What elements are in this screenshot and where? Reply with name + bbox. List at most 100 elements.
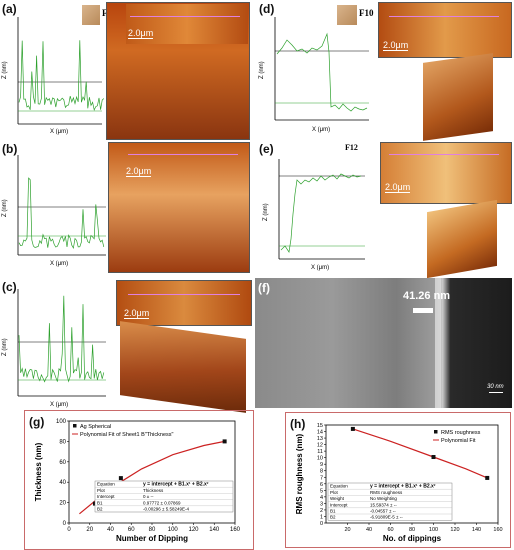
x-tick-label: 40 — [366, 527, 372, 533]
sem-scale-label: 30 nm — [487, 384, 504, 390]
cursor-line-d — [389, 16, 499, 17]
legend-entry: Ag Spherical — [80, 424, 111, 430]
fit-table-key: Plot — [330, 490, 339, 495]
scale-bar-b: 2.0μm — [126, 166, 152, 177]
data-point — [431, 455, 436, 460]
y-tick-label: 60 — [59, 460, 66, 466]
step-profile-e — [280, 173, 362, 253]
y-axis-label: Thickness (nm) — [34, 442, 43, 501]
fit-table-value: -0.04557 ± -- — [370, 509, 396, 514]
fit-table-key: B1 — [330, 509, 336, 514]
fit-table-value: No Weighting — [370, 496, 397, 501]
afm-3d-image-c — [120, 321, 246, 413]
x-tick-label: 140 — [472, 527, 481, 533]
step-profile-d — [276, 32, 368, 112]
cursor-line-c — [128, 294, 240, 295]
cursor-line-a — [130, 16, 240, 17]
y-tick-label: 0 — [320, 521, 323, 527]
fit-table-value: -0.00296 ± 5.58249E-4 — [143, 507, 190, 512]
y-tick-label: 15 — [317, 423, 323, 429]
sample-name-e: F12 — [345, 143, 358, 152]
panel-e: (e) F12 Z (nm) X (μm) 2.0μm — [257, 140, 514, 279]
xlabel-a: X (μm) — [50, 129, 68, 135]
scale-bar-c: 2.0μm — [124, 308, 150, 319]
xlabel-d: X (μm) — [312, 127, 330, 133]
legend-marker — [434, 430, 438, 434]
x-tick-label: 100 — [429, 527, 438, 533]
y-tick-label: 100 — [56, 419, 67, 425]
fit-table-value: RMS roughness — [370, 490, 403, 495]
afm-2d-image-d — [378, 2, 512, 58]
xlabel-c: X (μm) — [50, 402, 68, 408]
panel-b-label: (b) — [2, 142, 18, 156]
height-profile-a: Z (nm) X (μm) — [2, 17, 105, 135]
ylabel-e: Z (nm) — [263, 203, 269, 221]
chart-h: 20 40 60 80 100 120 140 16001234567891011121314… — [295, 423, 503, 543]
chart-g: 0 20 40 60 80 100 120 140 160020406080100Number … — [34, 419, 241, 543]
fit-table-value: 0.97772 ± 0.07869 — [143, 500, 181, 505]
fit-table-key: Intercept — [97, 494, 115, 499]
panel-g-label: (g) — [29, 415, 45, 429]
ylabel-a: Z (nm) — [2, 61, 8, 79]
panel-d: (d) F10 Z (nm) X (μm) 2.0μm — [257, 0, 514, 141]
ylabel-b: Z (nm) — [2, 199, 8, 217]
panel-f-label: (f) — [258, 281, 270, 295]
fit-table — [94, 480, 234, 513]
panel-a-label: (a) — [2, 2, 17, 16]
panel-e-label: (e) — [259, 142, 274, 156]
x-tick-label: 80 — [149, 527, 156, 533]
x-tick-label: 40 — [107, 527, 114, 533]
y-tick-label: 12 — [317, 443, 323, 449]
y-tick-label: 7 — [320, 475, 323, 481]
height-profile-c: Z (nm) X (μm) — [2, 289, 106, 408]
xlabel-e: X (μm) — [311, 265, 329, 271]
afm-2d-image-c — [116, 280, 252, 326]
x-tick-label: 20 — [344, 527, 350, 533]
y-tick-label: 14 — [317, 430, 323, 436]
afm-top-strip-a — [126, 4, 248, 44]
x-tick-label: 80 — [409, 527, 415, 533]
legend-entry: RMS roughness — [441, 430, 481, 436]
x-tick-label: 140 — [209, 527, 220, 533]
afm-thumbnail-d — [337, 5, 357, 25]
x-tick-label: 100 — [168, 527, 179, 533]
data-point — [222, 439, 227, 444]
fit-curve — [352, 428, 488, 479]
afm-2d-image-e — [380, 142, 512, 204]
data-point — [118, 476, 123, 481]
fit-table-key: B2 — [330, 515, 336, 520]
panel-h: (h) 20 40 60 80 100 120 140 160 0 1 2 3 4 5 6 7 8 9 10 11 12… — [285, 412, 511, 548]
y-tick-label: 80 — [59, 439, 66, 445]
height-profile-e: Z (nm) X (μm) — [263, 159, 365, 271]
x-axis-label: Number of Dipping — [116, 534, 188, 543]
y-tick-label: 11 — [317, 449, 323, 455]
fit-table-value: 0 ± -- — [143, 494, 154, 499]
fit-table-key: Equation — [330, 484, 348, 489]
y-tick-label: 40 — [59, 480, 66, 486]
thickness-marker — [413, 308, 433, 313]
y-tick-label: 4 — [320, 495, 323, 501]
legend-marker — [73, 424, 77, 428]
scale-bar-a: 2.0μm — [128, 28, 154, 39]
afm-thumbnail-a — [82, 5, 100, 25]
fit-table-key: Intercept — [330, 502, 348, 507]
fit-table-key: B1 — [97, 500, 103, 505]
ylabel-c: Z (nm) — [2, 338, 8, 356]
y-tick-label: 8 — [320, 469, 323, 475]
sample-name-d: F10 — [359, 8, 374, 18]
x-tick-label: 120 — [450, 527, 459, 533]
scale-bar-d: 2.0μm — [383, 40, 409, 51]
fit-table-key: Plot — [97, 488, 106, 493]
data-point — [350, 426, 355, 431]
y-axis-label: RMS roughness (nm) — [295, 433, 304, 514]
fit-table-key: Weight — [330, 496, 345, 501]
sem-image-f: (f) 41.26 nm 30 nm — [255, 278, 512, 408]
scale-bar-e: 2.0μm — [385, 182, 411, 193]
y-tick-label: 2 — [320, 508, 323, 514]
y-tick-label: 1 — [320, 514, 323, 520]
panel-h-label: (h) — [290, 417, 306, 431]
y-tick-label: 6 — [320, 482, 323, 488]
thickness-label: 41.26 nm — [403, 290, 451, 302]
ylabel-d: Z (nm) — [259, 61, 265, 79]
y-tick-label: 9 — [320, 462, 323, 468]
